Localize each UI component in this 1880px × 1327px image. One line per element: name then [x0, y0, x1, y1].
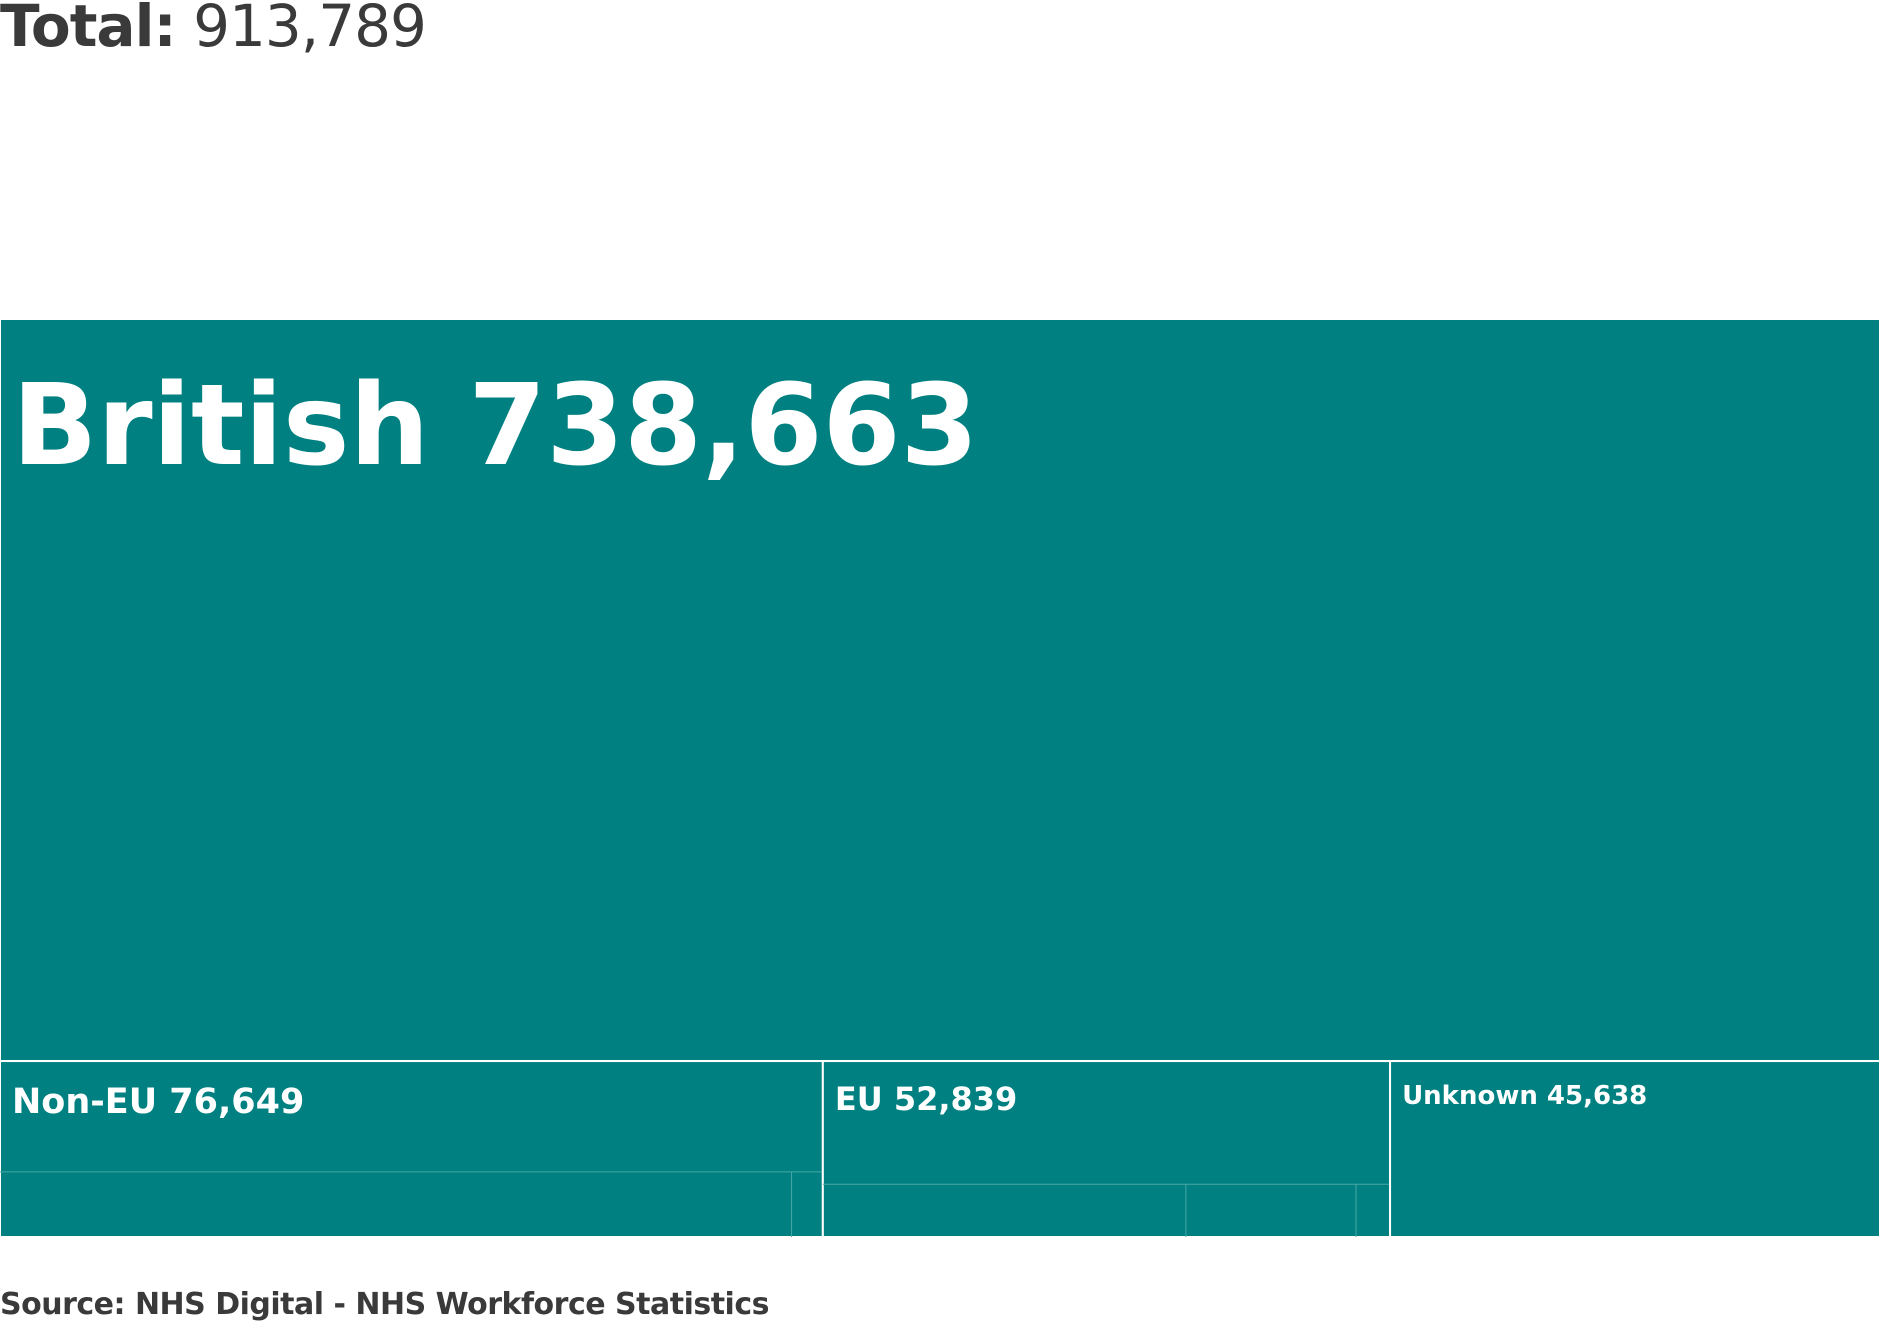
treemap-label-eu: EU 52,839 — [835, 1080, 1017, 1118]
treemap-node-unknown — [1389, 1060, 1880, 1239]
total-label: Total: — [0, 0, 177, 60]
treemap-label-british: British 738,663 — [12, 361, 978, 491]
treemap-label-non-eu: Non-EU 76,649 — [12, 1082, 304, 1122]
treemap-label-unknown: Unknown 45,638 — [1402, 1081, 1647, 1111]
total-value: 913,789 — [193, 0, 427, 60]
chart-total: Total: 913,789 — [0, 0, 427, 62]
treemap-node-eu — [821, 1060, 1392, 1239]
chart-source: Source: NHS Digital - NHS Workforce Stat… — [0, 1287, 769, 1322]
treemap-node-british — [0, 318, 1880, 1063]
treemap-node-non-eu — [0, 1060, 824, 1239]
